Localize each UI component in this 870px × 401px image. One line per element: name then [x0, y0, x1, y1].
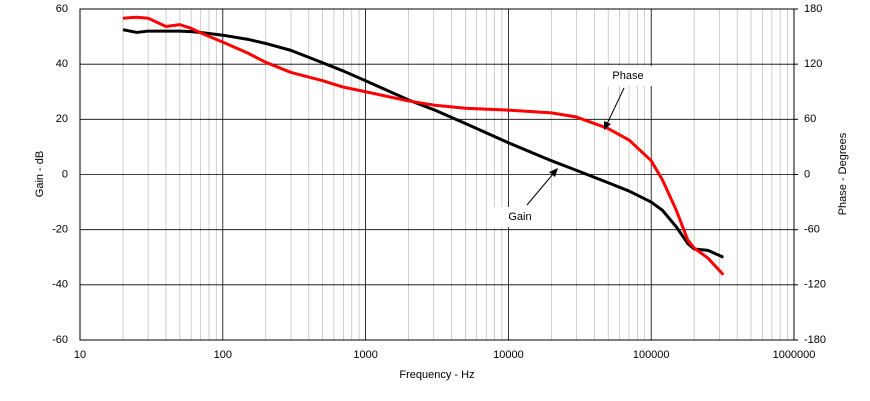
y2-tick-label: -120 [804, 279, 826, 291]
annotation: Gain [508, 211, 531, 223]
y2-tick-label: 180 [804, 3, 822, 15]
x-tick-label: 10 [74, 349, 86, 361]
annotation-arrow [526, 173, 554, 206]
marks [122, 15, 725, 276]
y2-tick-label: -180 [804, 334, 826, 346]
y2-tick-label: 120 [804, 58, 822, 70]
y-tick-label: -60 [52, 334, 68, 346]
arrowhead [604, 121, 611, 130]
annotation-arrow [606, 87, 625, 125]
y-tick-label: 40 [56, 58, 68, 70]
y-axis-label: Gain - dB [34, 151, 46, 197]
annotation-box [598, 66, 658, 86]
y-tick-label: 60 [56, 3, 68, 15]
annotation-box [494, 207, 550, 227]
x-tick-label: 100000 [633, 349, 670, 361]
y2-tick-label: 60 [804, 113, 816, 125]
x-tick-label: 1000 [353, 349, 377, 361]
y-tick-label: 0 [62, 168, 68, 180]
arrowhead [549, 168, 558, 177]
y2-axis-label: Phase - Degrees [837, 132, 849, 215]
x-tick-label: 100 [214, 349, 232, 361]
y-tick-label: 20 [56, 113, 68, 125]
annotation: Phase [612, 70, 643, 82]
plot-frame [79, 8, 795, 341]
series-line [122, 15, 725, 276]
y-tick-label: -40 [52, 279, 68, 291]
y2-tick-label: -60 [804, 224, 820, 236]
y2-tick-label: 0 [804, 168, 810, 180]
x-tick-label: 10000 [493, 349, 524, 361]
x-tick-label: 1000000 [773, 349, 816, 361]
x-axis-label: Frequency - Hz [399, 369, 474, 381]
y-tick-label: -20 [52, 224, 68, 236]
